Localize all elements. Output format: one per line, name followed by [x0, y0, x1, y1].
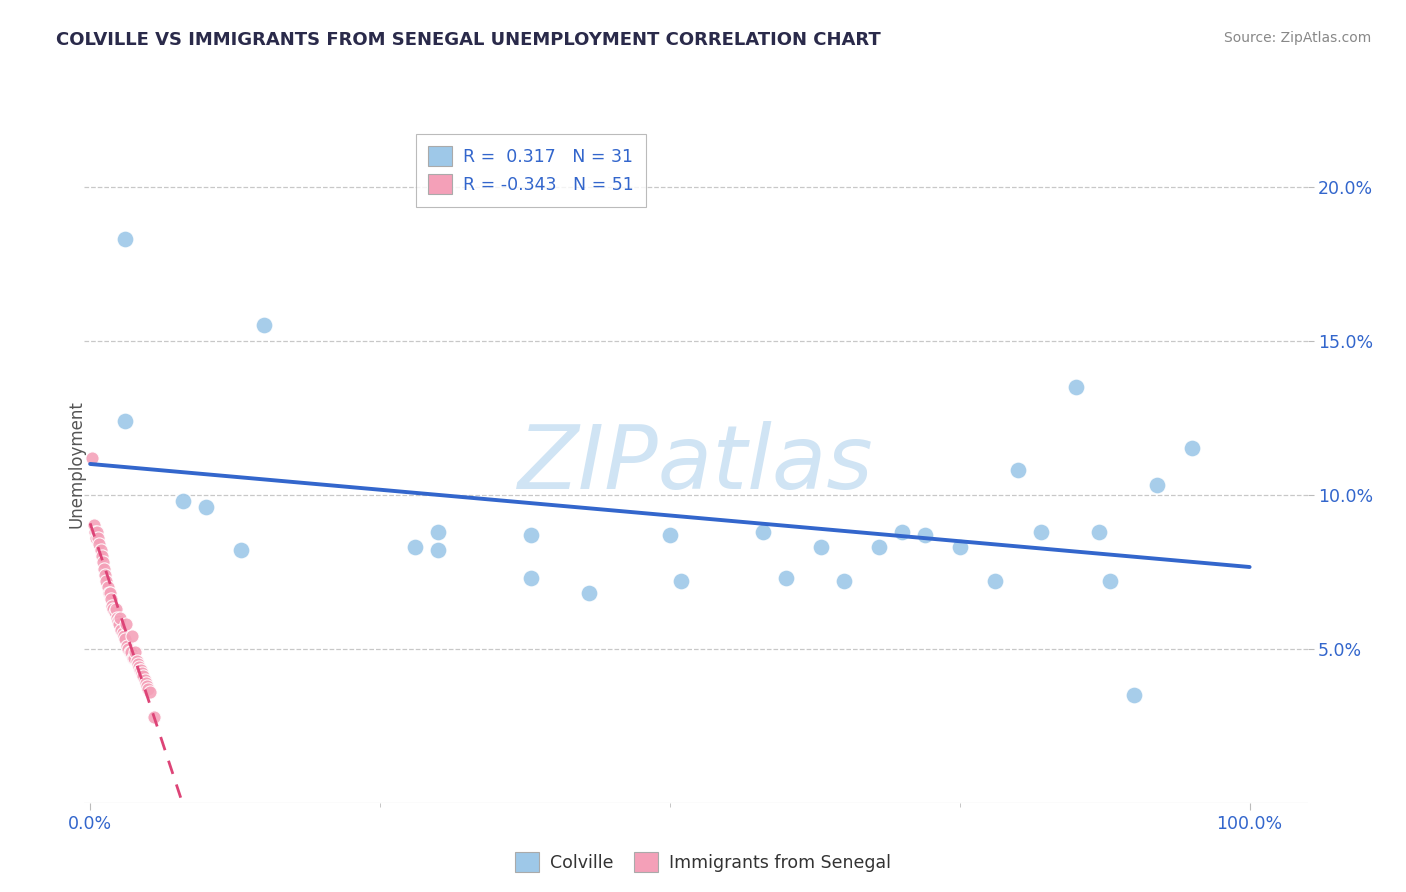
- Point: [103, 601, 125, 615]
- Point: [82, 450, 104, 465]
- Point: [983, 574, 1005, 588]
- Point: [1099, 574, 1122, 588]
- Point: [132, 669, 155, 683]
- Point: [127, 657, 149, 672]
- Point: [890, 524, 912, 539]
- Point: [112, 629, 135, 643]
- Point: [107, 614, 129, 628]
- Point: [114, 232, 136, 246]
- Point: [810, 540, 832, 554]
- Point: [404, 540, 426, 554]
- Point: [229, 543, 252, 558]
- Point: [122, 651, 145, 665]
- Point: [124, 645, 146, 659]
- Point: [84, 531, 107, 545]
- Point: [122, 651, 145, 665]
- Point: [136, 681, 159, 696]
- Point: [1029, 524, 1052, 539]
- Point: [142, 709, 165, 723]
- Text: Source: ZipAtlas.com: Source: ZipAtlas.com: [1223, 31, 1371, 45]
- Point: [578, 586, 600, 600]
- Point: [97, 586, 120, 600]
- Point: [114, 414, 136, 428]
- Point: [519, 527, 541, 541]
- Point: [1181, 442, 1204, 456]
- Point: [105, 611, 128, 625]
- Point: [131, 666, 153, 681]
- Point: [100, 592, 122, 607]
- Point: [1007, 463, 1029, 477]
- Point: [129, 663, 152, 677]
- Point: [91, 556, 114, 570]
- Point: [914, 527, 936, 541]
- Point: [118, 645, 141, 659]
- Y-axis label: Unemployment: Unemployment: [67, 400, 84, 528]
- Point: [90, 549, 112, 564]
- Point: [832, 574, 855, 588]
- Legend: R =  0.317   N = 31, R = -0.343   N = 51: R = 0.317 N = 31, R = -0.343 N = 51: [416, 134, 645, 207]
- Point: [125, 654, 148, 668]
- Point: [96, 574, 118, 588]
- Point: [114, 632, 136, 647]
- Point: [1088, 524, 1111, 539]
- Point: [94, 567, 117, 582]
- Point: [135, 675, 157, 690]
- Point: [101, 599, 124, 613]
- Point: [115, 617, 138, 632]
- Point: [117, 639, 139, 653]
- Point: [519, 571, 541, 585]
- Point: [128, 660, 150, 674]
- Point: [1122, 688, 1144, 702]
- Point: [83, 518, 105, 533]
- Point: [1146, 478, 1168, 492]
- Point: [120, 645, 142, 659]
- Point: [427, 543, 450, 558]
- Point: [96, 580, 118, 594]
- Point: [98, 586, 121, 600]
- Point: [195, 500, 218, 514]
- Point: [751, 524, 773, 539]
- Point: [87, 531, 110, 545]
- Point: [949, 540, 972, 554]
- Point: [90, 543, 112, 558]
- Point: [89, 537, 111, 551]
- Legend: Colville, Immigrants from Senegal: Colville, Immigrants from Senegal: [508, 845, 898, 879]
- Point: [110, 624, 132, 638]
- Point: [104, 601, 127, 615]
- Text: COLVILLE VS IMMIGRANTS FROM SENEGAL UNEMPLOYMENT CORRELATION CHART: COLVILLE VS IMMIGRANTS FROM SENEGAL UNEM…: [56, 31, 882, 49]
- Text: ZIPatlas: ZIPatlas: [519, 421, 873, 507]
- Point: [868, 540, 890, 554]
- Point: [253, 318, 276, 333]
- Point: [134, 673, 156, 687]
- Point: [121, 629, 143, 643]
- Point: [103, 605, 125, 619]
- Point: [671, 574, 693, 588]
- Point: [136, 679, 159, 693]
- Point: [108, 617, 131, 632]
- Point: [658, 527, 681, 541]
- Point: [172, 493, 194, 508]
- Point: [117, 641, 139, 656]
- Point: [427, 524, 450, 539]
- Point: [775, 571, 797, 585]
- Point: [86, 524, 108, 539]
- Point: [110, 611, 132, 625]
- Point: [93, 561, 115, 575]
- Point: [1064, 380, 1087, 394]
- Point: [111, 626, 134, 640]
- Point: [139, 685, 162, 699]
- Point: [129, 663, 152, 677]
- Point: [83, 524, 105, 539]
